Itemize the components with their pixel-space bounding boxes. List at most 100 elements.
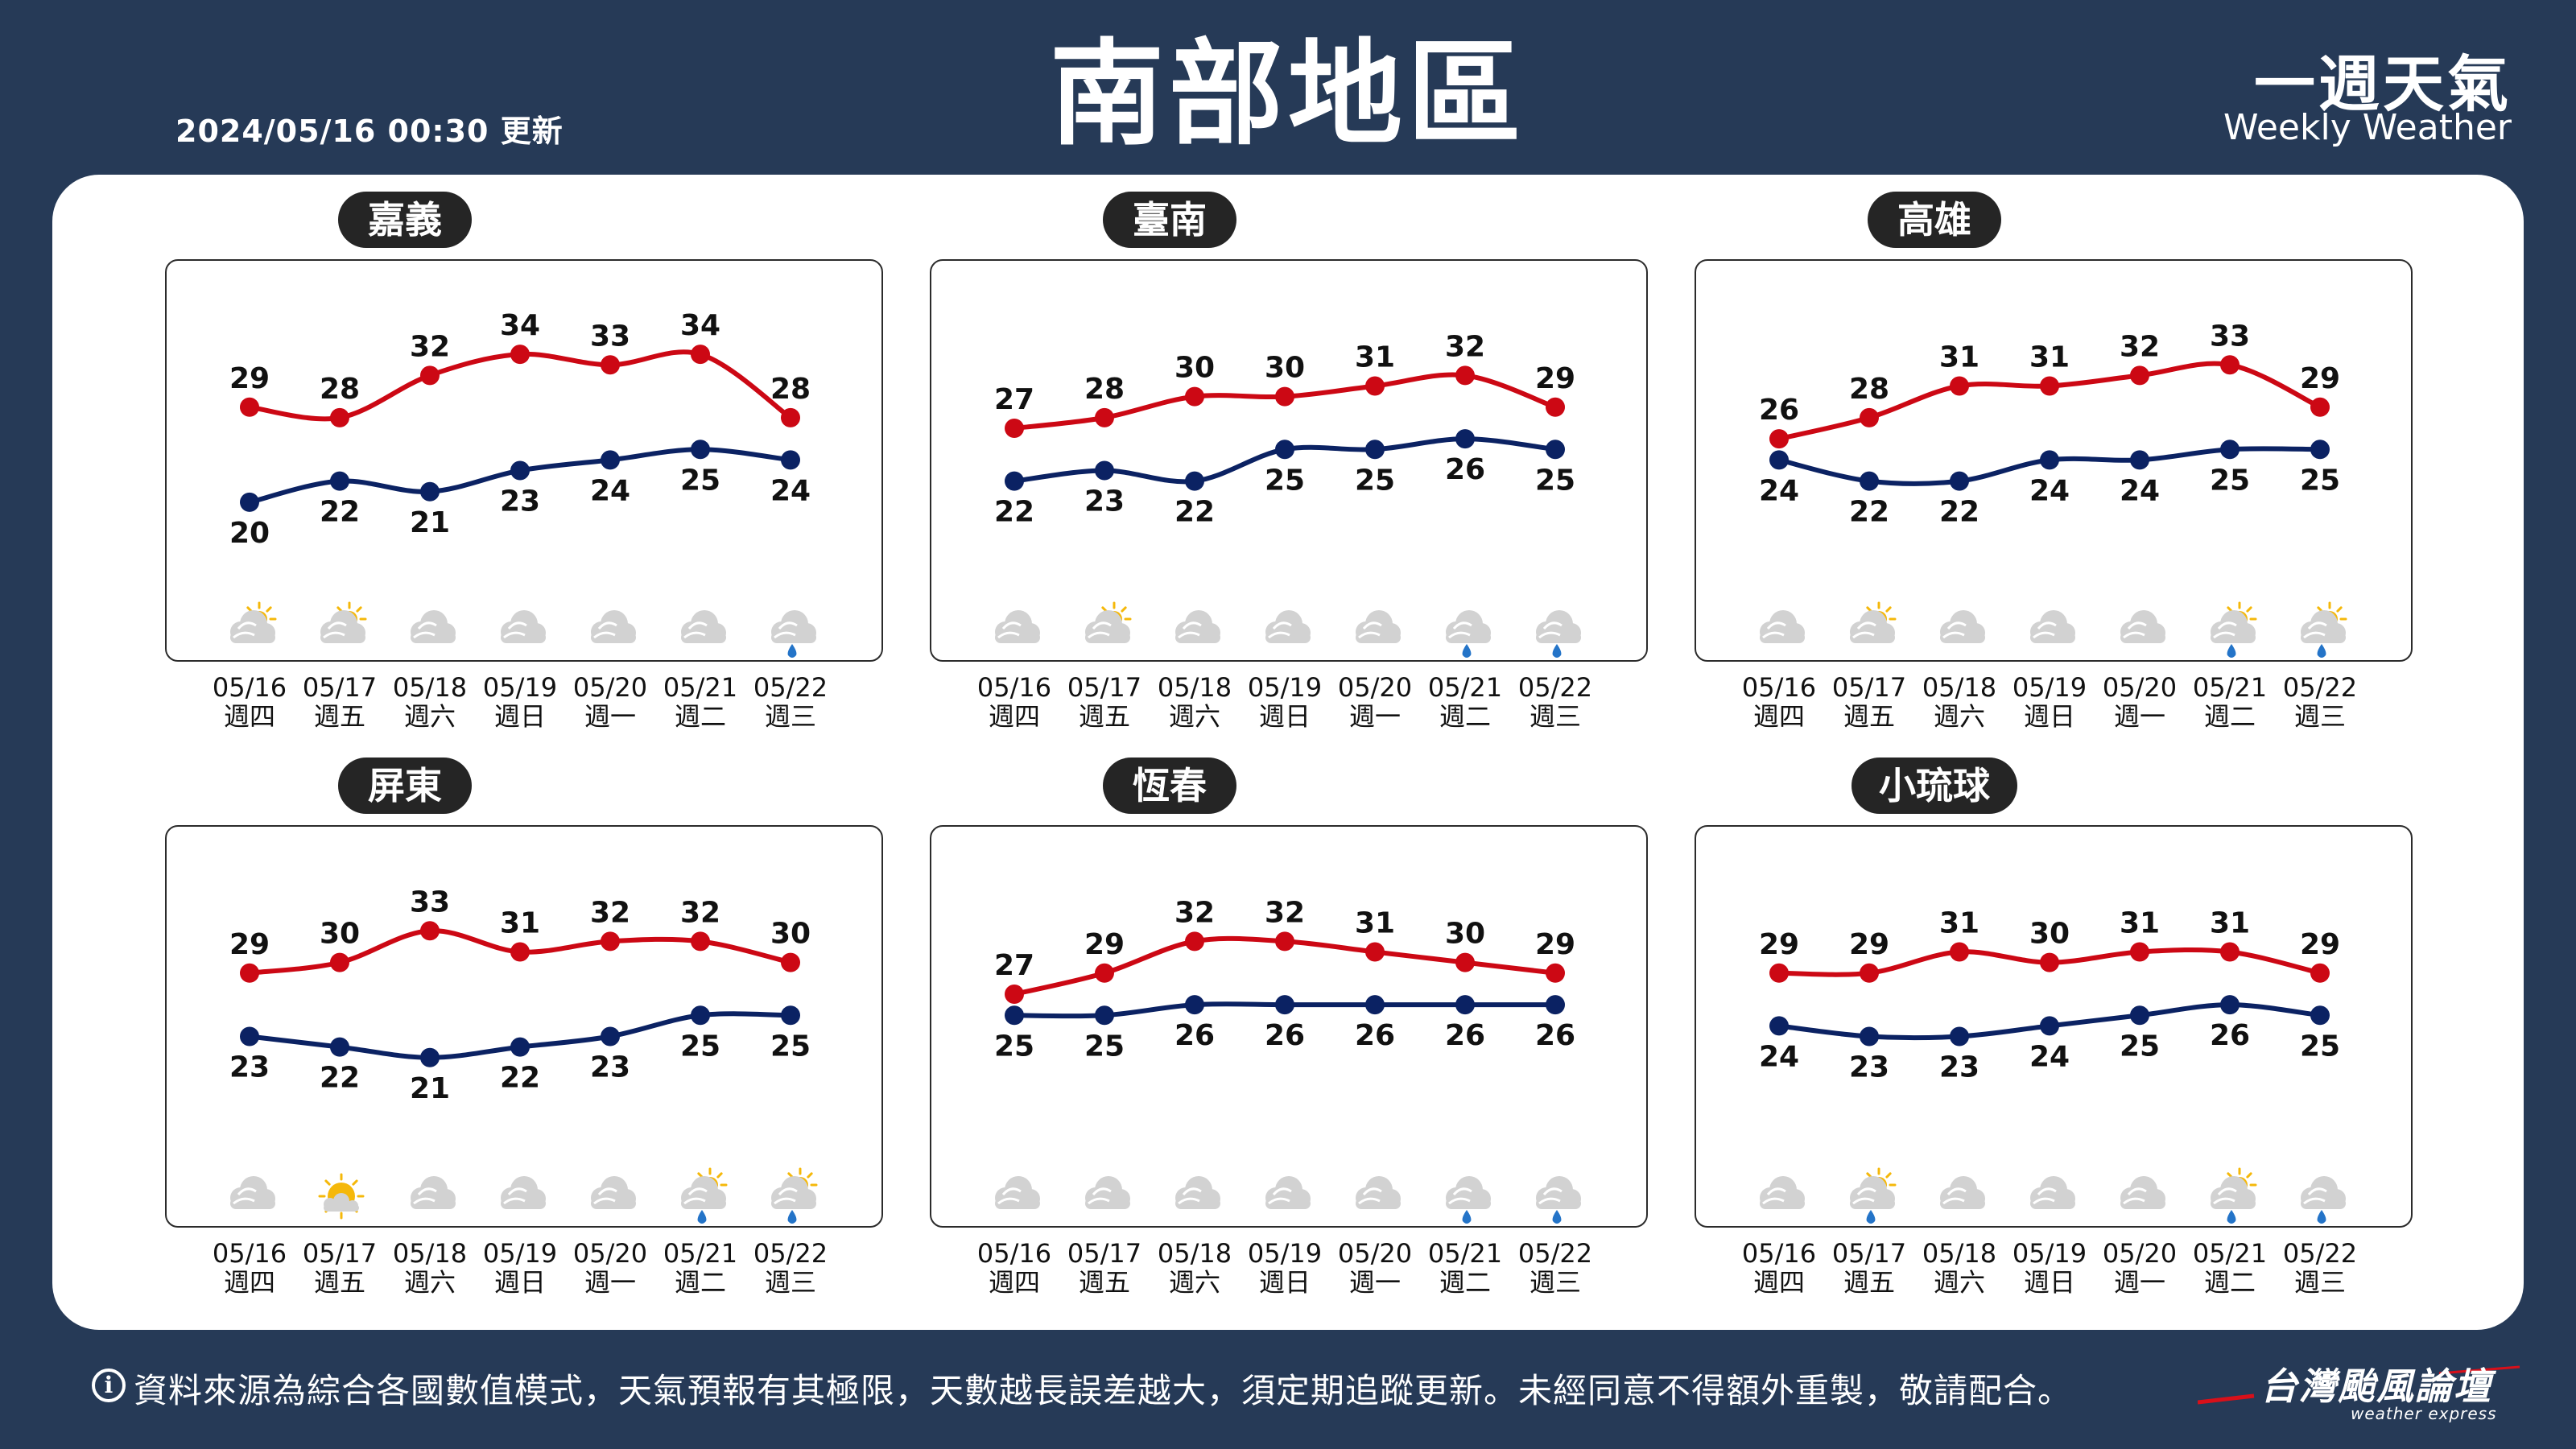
date-label: 05/19 bbox=[1248, 672, 1322, 703]
cloudy-icon bbox=[1356, 1176, 1401, 1209]
low-temp-label: 25 bbox=[680, 1030, 720, 1063]
weekday-label: 週二 bbox=[2204, 701, 2256, 732]
cloudy-icon bbox=[501, 610, 546, 643]
weekday-label: 週日 bbox=[494, 701, 546, 732]
cloudy-icon bbox=[2120, 610, 2165, 643]
high-temp-point bbox=[1275, 931, 1294, 952]
high-temp-label: 29 bbox=[1759, 928, 1799, 961]
low-temp-point bbox=[2130, 450, 2149, 470]
low-temp-label: 24 bbox=[1759, 1040, 1799, 1073]
high-temp-point bbox=[1185, 931, 1204, 952]
date-label: 05/21 bbox=[663, 1238, 737, 1269]
high-temp-point bbox=[781, 407, 800, 427]
weekday-label: 週五 bbox=[1843, 701, 1895, 732]
logo-text: 台灣颱風論壇 bbox=[2260, 1364, 2492, 1408]
logo-subtext: weather express bbox=[2351, 1404, 2497, 1423]
high-temp-point bbox=[1365, 942, 1385, 962]
low-temp-label: 25 bbox=[1355, 464, 1395, 497]
weekday-label: 週五 bbox=[314, 701, 365, 732]
weekday-label: 週二 bbox=[675, 1267, 726, 1298]
low-temp-label: 25 bbox=[2120, 1030, 2160, 1063]
cloudy-icon bbox=[681, 610, 726, 643]
cloudy-icon bbox=[1760, 610, 1805, 643]
low-temp-label: 25 bbox=[994, 1030, 1034, 1063]
high-temp-label: 29 bbox=[229, 928, 270, 961]
date-label: 05/20 bbox=[1338, 1238, 1412, 1269]
cloudy-icon bbox=[1175, 1176, 1220, 1209]
low-temp-point bbox=[420, 1047, 440, 1067]
low-temp-label: 22 bbox=[994, 496, 1034, 529]
date-label: 05/19 bbox=[1248, 1238, 1322, 1269]
low-temp-label: 25 bbox=[2300, 1030, 2340, 1063]
region-title: 高雄 bbox=[1868, 192, 2001, 248]
date-label: 05/19 bbox=[483, 1238, 557, 1269]
weekday-label: 週三 bbox=[765, 701, 816, 732]
high-temp-label: 30 bbox=[1265, 352, 1305, 385]
high-temp-label: 31 bbox=[2120, 907, 2160, 940]
weekday-label: 週五 bbox=[1079, 701, 1130, 732]
weekday-label: 週日 bbox=[494, 1267, 546, 1298]
brand-logo: 台灣颱風論壇 weather express bbox=[2198, 1354, 2536, 1435]
date-label: 05/21 bbox=[663, 672, 737, 703]
weekday-label: 週一 bbox=[2114, 1267, 2165, 1298]
weekday-label: 週日 bbox=[1259, 701, 1311, 732]
low-temp-label: 23 bbox=[229, 1051, 270, 1084]
low-temp-label: 25 bbox=[770, 1030, 811, 1063]
low-temp-label: 22 bbox=[1939, 496, 1979, 529]
weekday-label: 週四 bbox=[224, 1267, 275, 1298]
page-footer: i 資料來源為綜合各國數值模式，天氣預報有其極限，天數越長誤差越大，須定期追蹤更… bbox=[0, 1330, 2576, 1449]
region-panel-tainan: 臺南 27 28 30 30 31 32 29 22 23 22 25 25 26 25 05/16 05/1… bbox=[817, 175, 1648, 738]
chart-frame bbox=[930, 259, 1648, 662]
date-label: 05/17 bbox=[1067, 1238, 1141, 1269]
low-temp-label: 24 bbox=[2029, 474, 2070, 507]
temperature-chart: 29 29 31 30 31 31 29 24 23 23 24 25 26 25 05/16 05/17 05… bbox=[1742, 907, 2357, 1298]
weekday-label: 週一 bbox=[584, 1267, 636, 1298]
chart-frame bbox=[165, 825, 883, 1228]
low-temp-point bbox=[240, 1026, 259, 1046]
high-temp-label: 31 bbox=[1939, 907, 1979, 940]
date-label: 05/17 bbox=[1832, 672, 1906, 703]
high-temp-point bbox=[1860, 407, 1879, 427]
chart-frame bbox=[165, 259, 883, 662]
low-temp-label: 26 bbox=[2210, 1019, 2250, 1052]
cloudy-icon bbox=[411, 1176, 456, 1209]
high-temp-point bbox=[420, 921, 440, 941]
date-label: 05/20 bbox=[2103, 1238, 2177, 1269]
cloudy-icon bbox=[1265, 610, 1311, 643]
low-temp-point bbox=[1546, 440, 1565, 460]
date-label: 05/16 bbox=[1742, 672, 1816, 703]
high-temp-label: 32 bbox=[1265, 896, 1305, 929]
low-temp-label: 20 bbox=[229, 517, 270, 550]
low-temp-point bbox=[691, 440, 710, 460]
cloudy-icon bbox=[1760, 1176, 1805, 1209]
weekday-label: 週日 bbox=[2024, 701, 2075, 732]
high-temp-label: 32 bbox=[1445, 330, 1485, 363]
low-temp-point bbox=[2310, 440, 2330, 460]
weekday-label: 週四 bbox=[1753, 701, 1805, 732]
low-temp-point bbox=[1275, 440, 1294, 460]
rain-icon bbox=[1446, 1176, 1491, 1224]
cloudy-icon bbox=[2030, 1176, 2075, 1209]
weekday-label: 週一 bbox=[584, 701, 636, 732]
low-temp-point bbox=[240, 492, 259, 512]
high-temp-point bbox=[601, 931, 620, 952]
high-temp-point bbox=[1950, 942, 1969, 962]
region-panel-kaohsiung: 高雄 26 28 31 31 32 33 29 24 22 22 24 24 25 25 05/16 05/1… bbox=[1582, 175, 2413, 738]
low-temp-label: 23 bbox=[1084, 485, 1125, 518]
region-title: 恆春 bbox=[1103, 758, 1236, 814]
weekday-label: 週三 bbox=[1530, 701, 1581, 732]
high-temp-point bbox=[1095, 963, 1114, 983]
weekday-label: 週六 bbox=[1169, 701, 1220, 732]
date-label: 05/20 bbox=[573, 1238, 647, 1269]
low-temp-point bbox=[1185, 995, 1204, 1015]
weekday-label: 週六 bbox=[1934, 701, 1985, 732]
low-temp-label: 26 bbox=[1355, 1019, 1395, 1052]
high-temp-label: 28 bbox=[770, 373, 811, 406]
high-temp-point bbox=[1546, 963, 1565, 983]
high-temp-label: 27 bbox=[994, 949, 1034, 982]
high-temp-point bbox=[1005, 985, 1024, 1004]
low-temp-point bbox=[1860, 1026, 1879, 1046]
date-label: 05/19 bbox=[2013, 1238, 2087, 1269]
date-label: 05/20 bbox=[1338, 672, 1412, 703]
weekday-label: 週一 bbox=[2114, 701, 2165, 732]
